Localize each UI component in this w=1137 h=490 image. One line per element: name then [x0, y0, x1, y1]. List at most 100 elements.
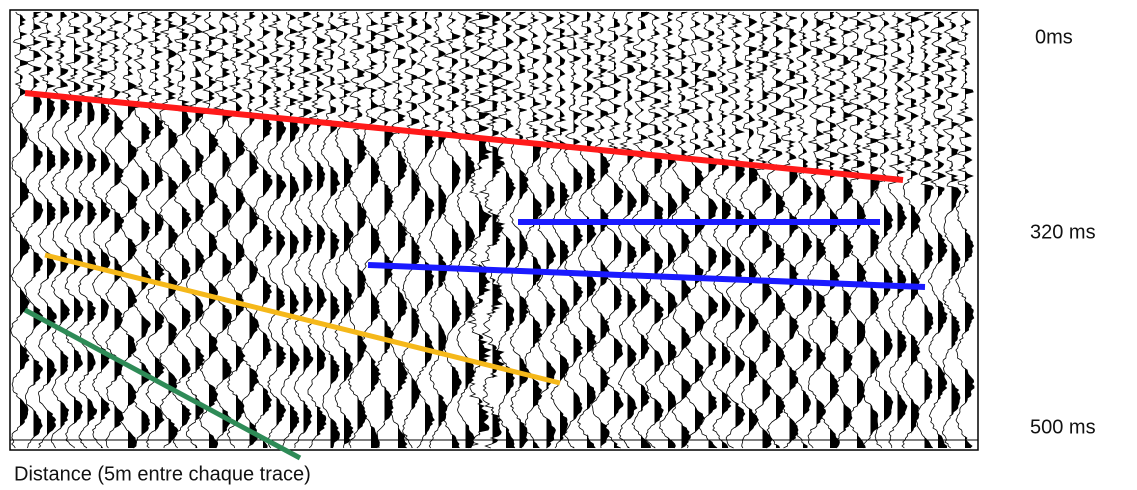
trace — [60, 12, 70, 448]
trace — [830, 12, 840, 448]
trace — [64, 11, 84, 449]
trace — [604, 11, 624, 449]
trace — [330, 12, 340, 448]
trace — [725, 11, 746, 449]
trace — [752, 11, 773, 449]
trace — [614, 12, 624, 448]
trace — [870, 12, 880, 448]
trace — [681, 12, 691, 448]
trace — [901, 11, 921, 449]
trace — [708, 12, 718, 448]
trace — [290, 12, 300, 448]
trace — [101, 12, 111, 448]
trace — [573, 12, 583, 448]
trace — [384, 12, 394, 448]
trace — [10, 11, 30, 449]
trace — [47, 12, 57, 448]
trace — [816, 12, 826, 448]
red-reflector — [24, 90, 904, 183]
trace — [938, 12, 948, 448]
trace — [695, 12, 705, 448]
trace — [344, 12, 354, 448]
trace — [776, 12, 785, 448]
trace — [911, 12, 921, 448]
section-frame — [9, 9, 979, 451]
trace — [941, 11, 962, 449]
trace — [924, 12, 934, 448]
trace — [627, 12, 637, 448]
trace — [87, 12, 97, 448]
trace — [806, 11, 827, 449]
trace — [317, 12, 327, 448]
trace — [452, 12, 462, 448]
trace — [766, 11, 786, 449]
trace — [425, 12, 435, 448]
time-label: 500 ms — [1030, 416, 1096, 438]
trace — [668, 12, 678, 448]
time-label: 320 ms — [1030, 221, 1096, 243]
trace — [654, 12, 664, 448]
trace — [965, 12, 974, 448]
trace — [141, 12, 151, 448]
trace — [792, 11, 813, 449]
trace — [550, 11, 570, 449]
trace — [209, 12, 219, 448]
trace — [722, 12, 731, 448]
trace — [249, 12, 259, 448]
trace — [928, 11, 948, 448]
trace — [587, 12, 597, 448]
trace — [168, 12, 178, 448]
trace — [631, 11, 651, 449]
time-label: 0ms — [1035, 26, 1073, 48]
trace — [438, 12, 448, 448]
orange-reflector — [44, 252, 561, 386]
trace — [951, 12, 961, 448]
trace — [23, 11, 44, 449]
trace — [374, 11, 395, 449]
trace — [401, 11, 422, 449]
trace — [280, 11, 300, 449]
trace — [357, 12, 367, 448]
trace — [465, 12, 475, 448]
trace — [874, 11, 894, 449]
trace — [128, 12, 137, 448]
trace — [236, 12, 246, 448]
trace — [492, 12, 505, 448]
trace — [519, 12, 529, 448]
trace — [843, 12, 853, 448]
trace — [533, 12, 542, 448]
trace — [415, 11, 435, 449]
trace — [398, 12, 408, 448]
trace — [523, 11, 543, 449]
trace — [303, 12, 313, 448]
trace — [20, 12, 30, 448]
trace — [803, 12, 813, 448]
caption: Distance (5m entre chaque trace) — [14, 463, 311, 485]
trace — [155, 12, 165, 448]
trace — [546, 12, 556, 448]
trace — [114, 12, 124, 448]
trace — [860, 11, 881, 449]
trace — [74, 12, 84, 448]
trace — [33, 12, 43, 448]
trace — [617, 11, 638, 449]
trace — [749, 12, 759, 448]
trace — [897, 12, 907, 448]
trace — [712, 11, 732, 449]
trace — [698, 11, 719, 449]
trace — [195, 12, 205, 448]
trace — [506, 12, 516, 448]
trace — [479, 12, 492, 448]
trace — [857, 12, 867, 448]
trace — [371, 12, 381, 448]
trace — [182, 12, 192, 448]
trace — [411, 12, 421, 448]
trace — [222, 12, 232, 448]
trace — [641, 12, 651, 448]
trace — [199, 11, 219, 449]
trace — [789, 12, 799, 448]
blue-reflector — [367, 262, 926, 290]
green-reflector — [23, 307, 302, 461]
trace — [884, 12, 893, 448]
